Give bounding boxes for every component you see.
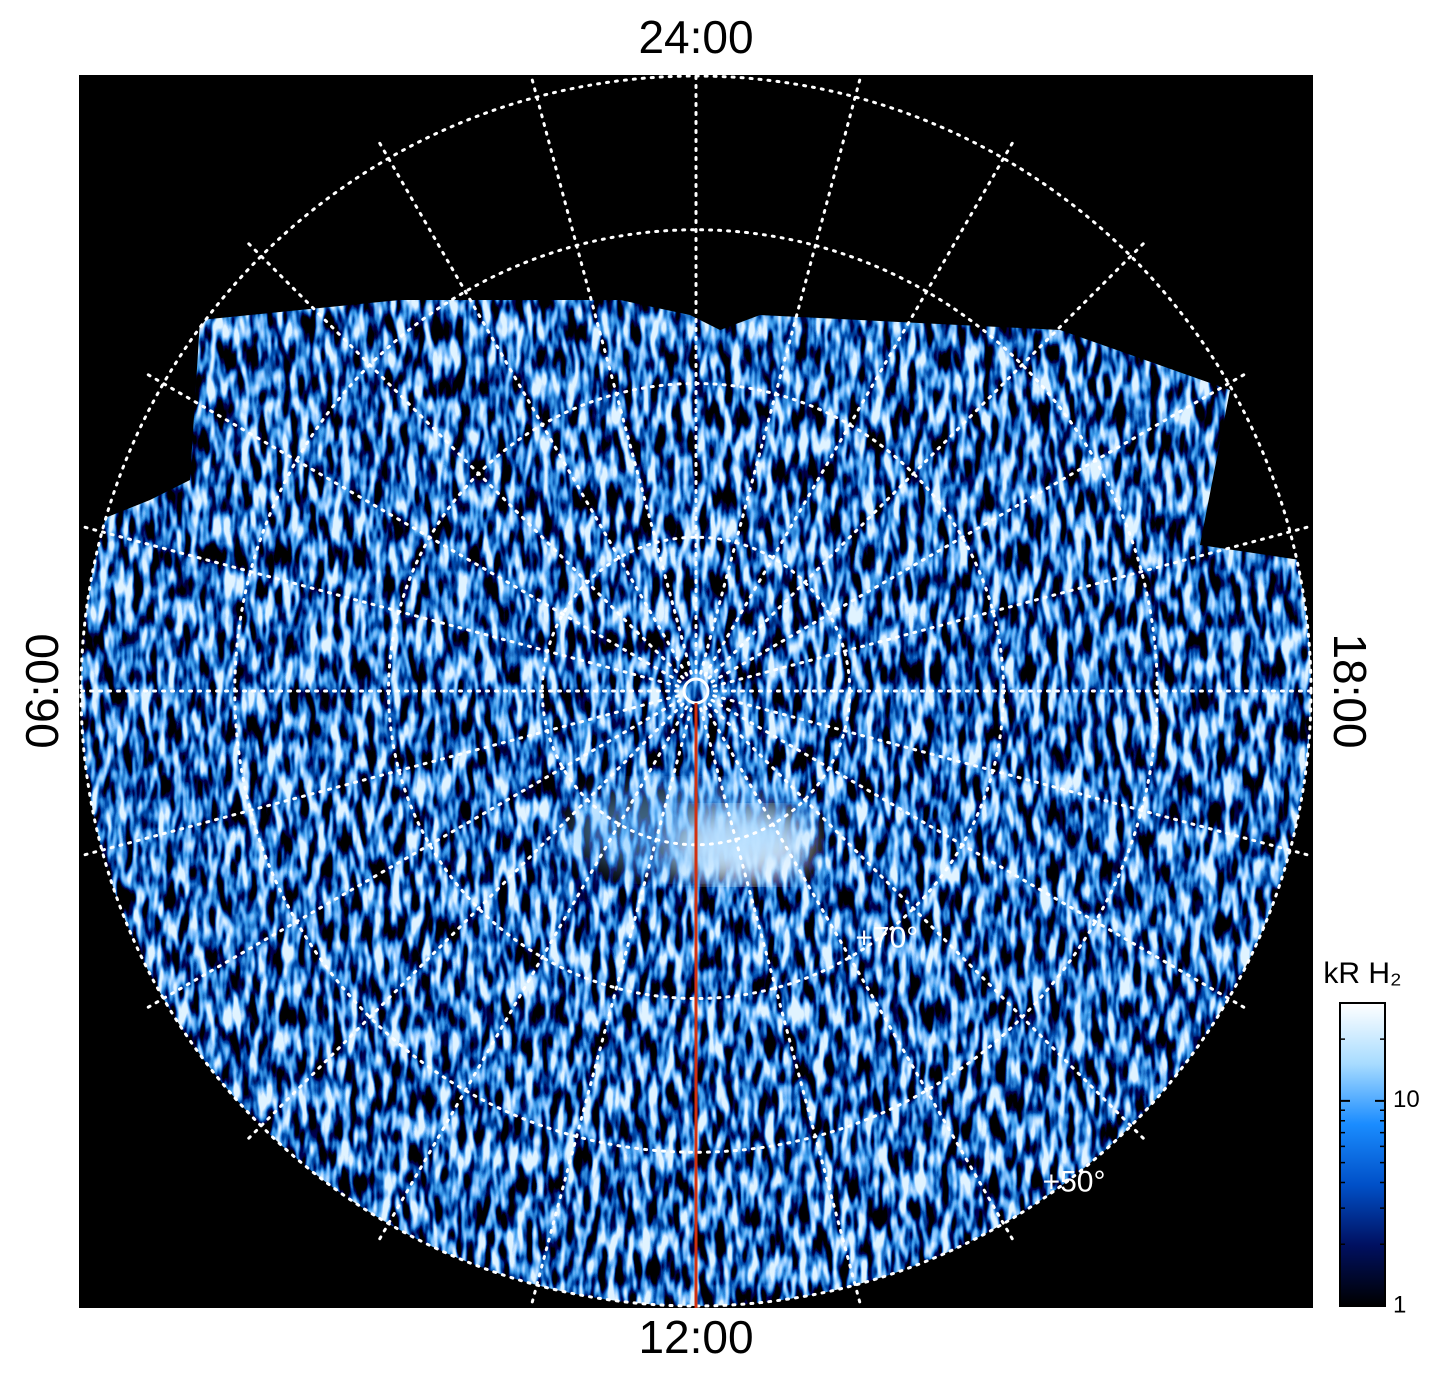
meridian-line bbox=[703, 705, 1015, 1243]
latitude-label: +70° bbox=[855, 922, 918, 955]
meridian-line bbox=[703, 139, 1015, 677]
meridian-line bbox=[377, 139, 689, 677]
colorbar-tick-label: 10 bbox=[1393, 1086, 1420, 1113]
meridian-line bbox=[245, 240, 685, 680]
meridian-line bbox=[699, 707, 862, 1306]
meridian-line bbox=[144, 372, 682, 684]
meridian-line bbox=[712, 525, 1311, 688]
local-time-label: 06:00 bbox=[16, 633, 68, 748]
local-time-label: 18:00 bbox=[1324, 633, 1376, 748]
meridian-line bbox=[710, 698, 1248, 1010]
colorbar bbox=[1339, 1002, 1386, 1307]
meridian-line bbox=[377, 705, 689, 1243]
meridian-line bbox=[144, 698, 682, 1010]
meridian-line bbox=[530, 707, 693, 1306]
colorbar-label: kR H₂ bbox=[1323, 957, 1401, 990]
local-time-label: 24:00 bbox=[638, 11, 753, 63]
bright-glow bbox=[570, 785, 810, 875]
meridian-line bbox=[81, 694, 680, 857]
meridian-line bbox=[245, 702, 685, 1142]
meridian-line bbox=[81, 525, 680, 688]
latitude-label: +50° bbox=[1043, 1166, 1106, 1199]
colorbar-tick-label: 1 bbox=[1393, 1291, 1406, 1318]
meridian-line bbox=[712, 694, 1311, 857]
meridian-line bbox=[699, 76, 862, 675]
meridian-line bbox=[530, 76, 693, 675]
meridian-line bbox=[707, 240, 1147, 680]
local-time-label: 12:00 bbox=[638, 1311, 753, 1363]
meridian-line bbox=[710, 372, 1248, 684]
meridian-line bbox=[707, 702, 1147, 1142]
